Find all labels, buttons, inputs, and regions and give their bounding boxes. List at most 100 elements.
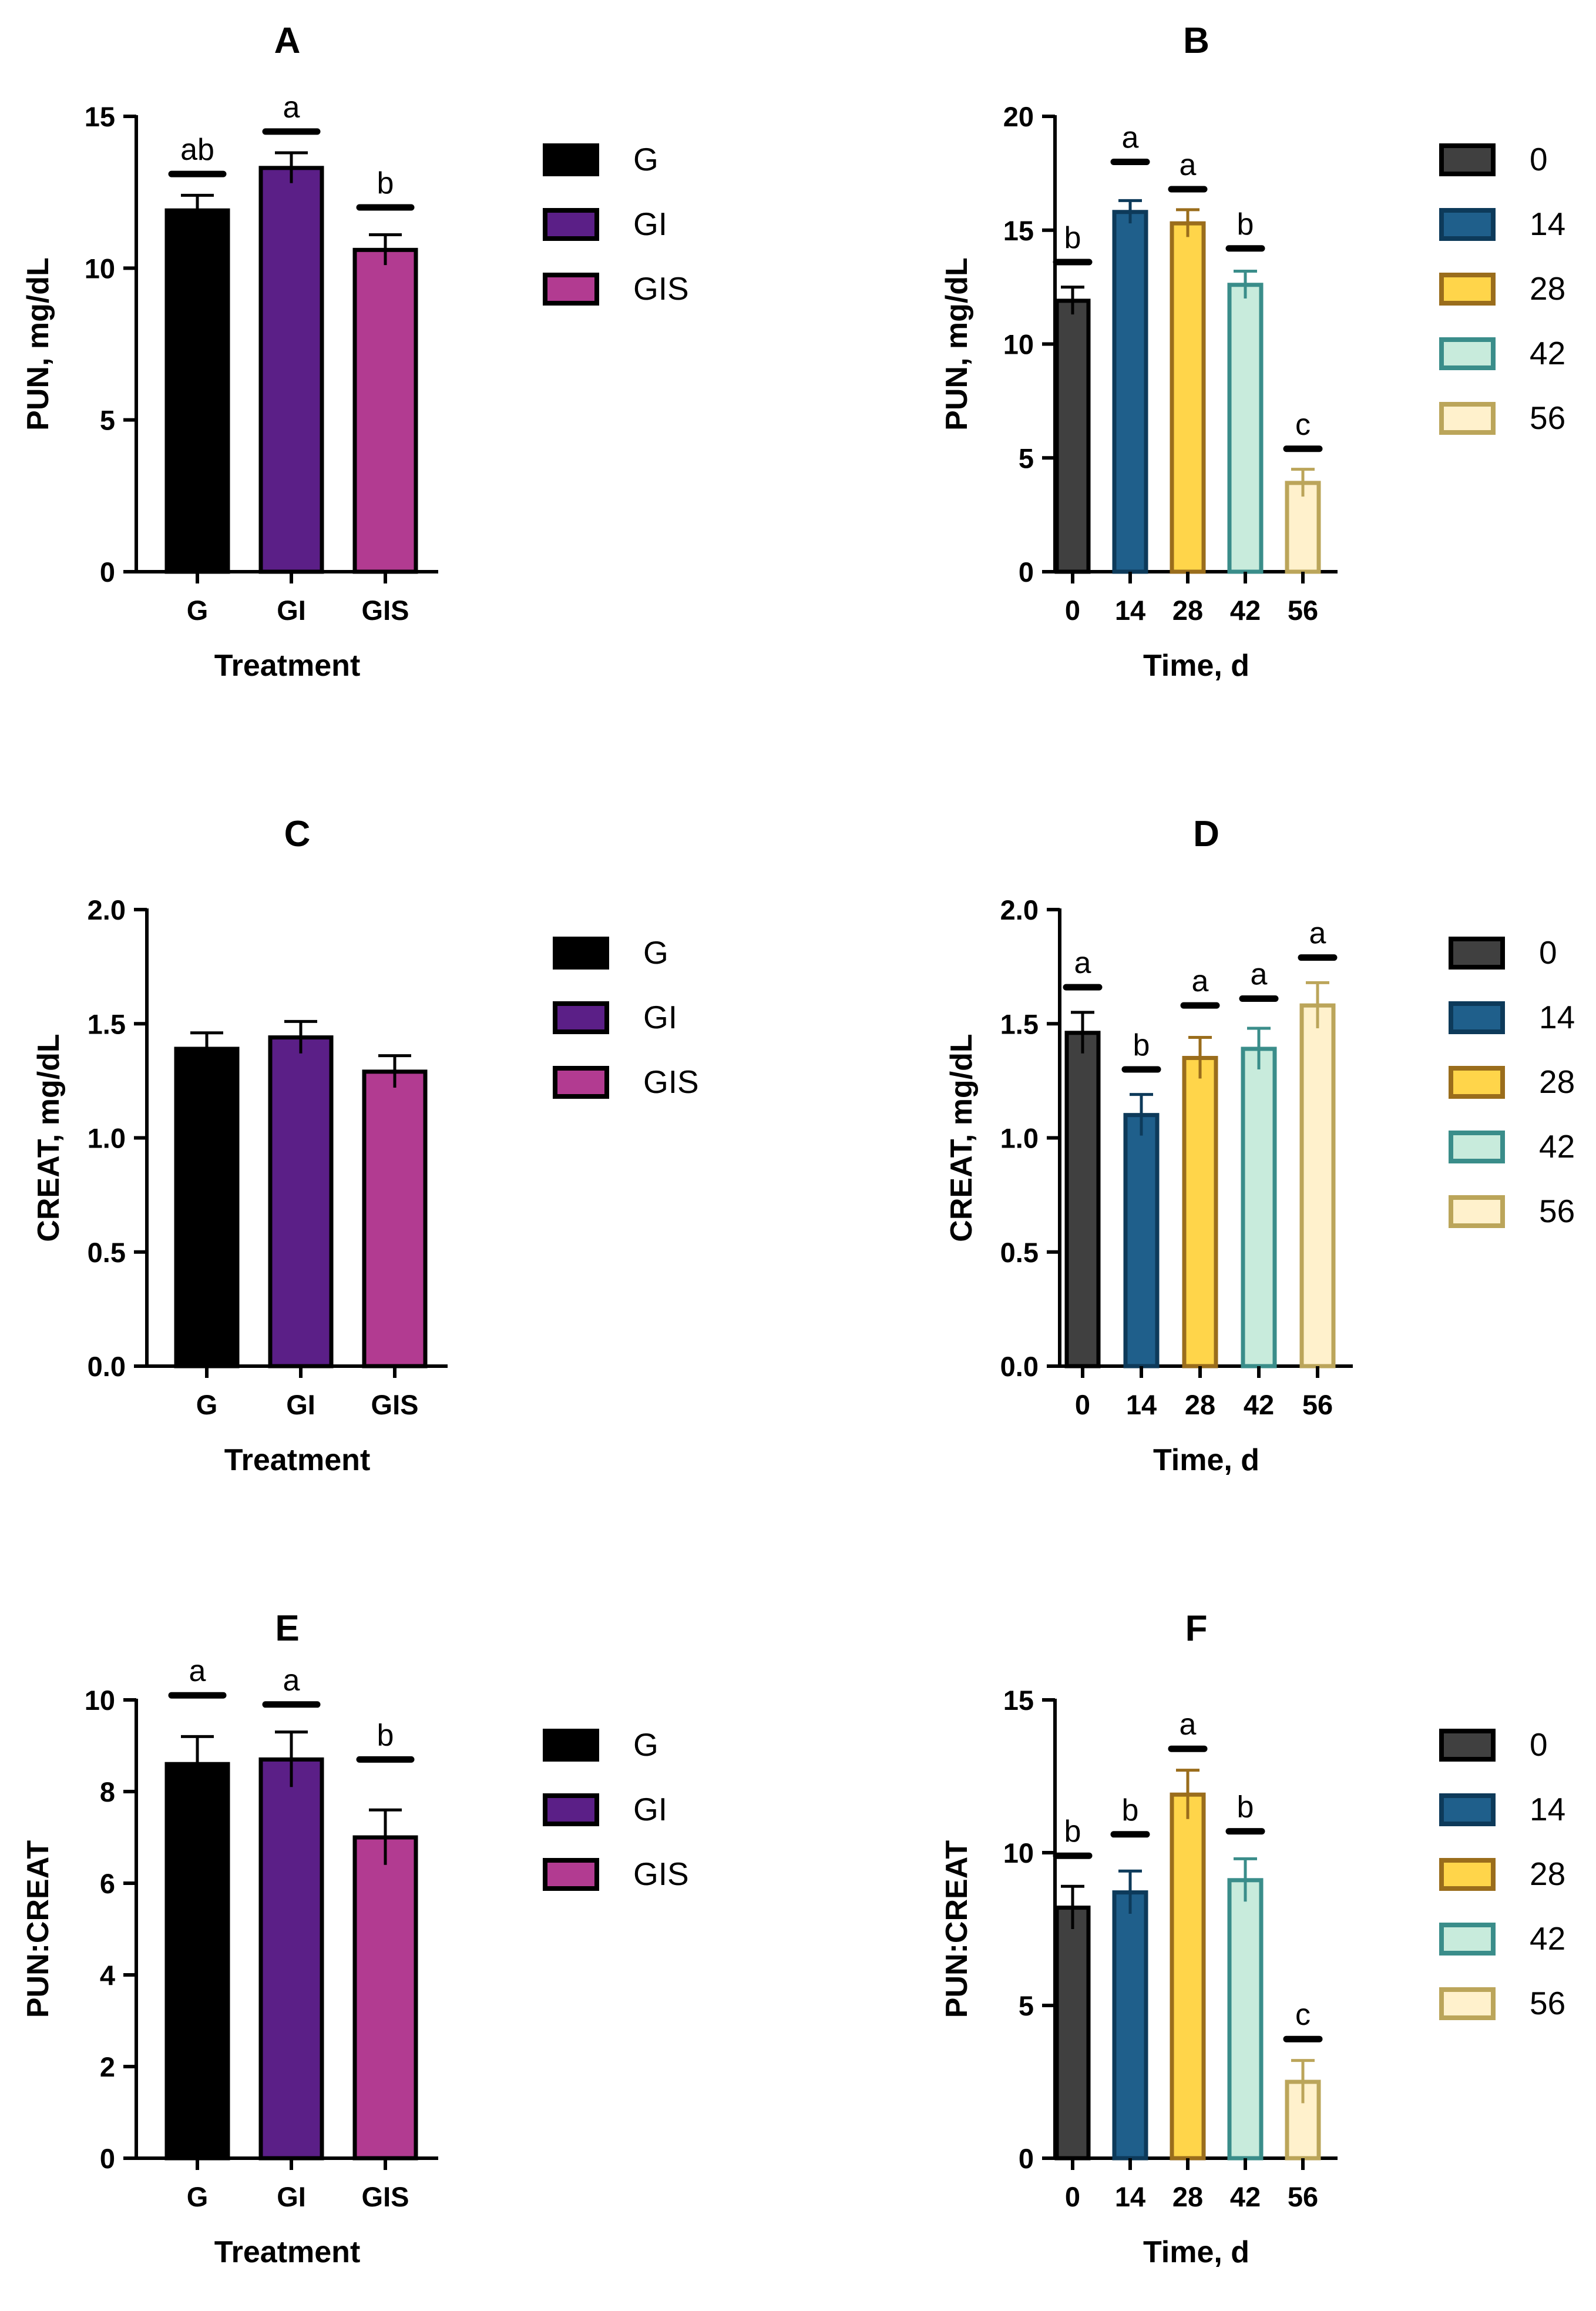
- x-tick-label: 42: [1230, 595, 1261, 626]
- significance-letter: a: [189, 1654, 206, 1688]
- x-tick-label: GIS: [362, 595, 409, 626]
- legend-swatch: [1439, 1729, 1496, 1762]
- legend-label: 0: [1539, 934, 1557, 971]
- bar: [1170, 221, 1206, 574]
- x-tick-label: 0: [1065, 2181, 1080, 2212]
- legend-label: G: [643, 934, 668, 971]
- y-tick-label: 5: [1019, 442, 1034, 474]
- x-tick-label: 56: [1288, 2181, 1318, 2212]
- legend-label: 14: [1530, 1791, 1565, 1827]
- legend-label: GIS: [633, 270, 689, 307]
- bar: [362, 1069, 428, 1369]
- y-tick-label: 2: [100, 2051, 115, 2082]
- legend-label: 28: [1539, 1064, 1575, 1100]
- legend-swatch: [553, 1001, 609, 1034]
- x-tick-label: 28: [1172, 595, 1203, 626]
- legend-swatch: [1449, 1195, 1505, 1228]
- x-tick-label: 28: [1185, 1389, 1215, 1420]
- legend-swatch: [1449, 937, 1505, 970]
- y-axis-label: PUN:CREAT: [21, 1840, 55, 2018]
- legend-swatch: [1439, 1858, 1496, 1891]
- legend-swatch: [543, 1858, 599, 1891]
- y-tick-label: 0.5: [1000, 1237, 1039, 1268]
- y-tick-label: 10: [85, 1685, 115, 1716]
- legend-swatch: [1439, 143, 1496, 176]
- legend-swatch: [543, 273, 599, 306]
- legend-swatch: [1439, 337, 1496, 370]
- bar: [1241, 1047, 1277, 1369]
- y-tick-label: 0: [100, 556, 115, 588]
- bar: [174, 1047, 240, 1369]
- x-tick-label: 14: [1115, 595, 1145, 626]
- legend-label: 0: [1530, 1726, 1548, 1763]
- legend: 0 14 28 42 56: [1439, 1726, 1565, 2021]
- legend-label: 14: [1539, 999, 1575, 1035]
- legend-label: GIS: [633, 1856, 689, 1892]
- y-tick-label: 20: [1003, 101, 1034, 132]
- bar: [258, 166, 324, 574]
- panel-title: A: [274, 21, 301, 61]
- y-tick-label: 15: [1003, 1685, 1034, 1716]
- significance-letter: b: [1064, 221, 1081, 255]
- legend-label: 42: [1530, 1920, 1565, 1957]
- x-axis-label: Time, d: [1153, 1443, 1259, 1477]
- panel-F: F 0 5 10 15 PUN:CREAT 0 b 14 b 28 a 42 b 56 c Time, d 0 14…: [940, 1608, 1565, 2269]
- significance-letter: c: [1295, 408, 1311, 442]
- y-tick-label: 10: [1003, 329, 1034, 360]
- y-tick-label: 10: [85, 253, 115, 284]
- y-tick-label: 1.0: [88, 1123, 126, 1154]
- y-tick-label: 10: [1003, 1837, 1034, 1869]
- legend: G GI GIS: [553, 934, 699, 1100]
- x-tick-label: G: [187, 595, 209, 626]
- x-tick-label: G: [196, 1389, 218, 1420]
- significance-letter: b: [1064, 1814, 1081, 1849]
- significance-letter: a: [1074, 946, 1091, 980]
- bar: [1299, 1003, 1336, 1369]
- legend-label: 42: [1530, 335, 1565, 371]
- y-tick-label: 0: [100, 2143, 115, 2174]
- y-axis-label: PUN:CREAT: [940, 1840, 974, 2018]
- x-tick-label: GIS: [371, 1389, 419, 1420]
- significance-letter: a: [1180, 1708, 1197, 1742]
- significance-letter: b: [1237, 1790, 1254, 1824]
- bar: [164, 1762, 230, 2161]
- y-axis-label: PUN, mg/dL: [21, 257, 55, 431]
- bar: [1170, 1792, 1206, 2161]
- y-axis-label: PUN, mg/dL: [940, 257, 974, 431]
- x-tick-label: G: [187, 2181, 209, 2212]
- legend-label: G: [633, 1726, 658, 1763]
- legend-label: 56: [1530, 400, 1565, 436]
- legend-swatch: [1439, 1987, 1496, 2020]
- y-tick-label: 4: [100, 1960, 115, 1991]
- panel-title: B: [1183, 21, 1209, 61]
- y-tick-label: 1.0: [1000, 1123, 1039, 1154]
- x-tick-label: GI: [286, 1389, 315, 1420]
- legend-swatch: [1439, 1923, 1496, 1956]
- significance-letter: a: [1192, 964, 1209, 998]
- significance-letter: a: [1309, 917, 1326, 951]
- x-tick-label: 14: [1115, 2181, 1145, 2212]
- bar: [1182, 1056, 1218, 1369]
- legend: G GI GIS: [543, 141, 689, 307]
- bar: [352, 247, 418, 574]
- significance-letter: c: [1295, 1998, 1311, 2032]
- significance-letter: a: [283, 90, 300, 125]
- legend-swatch: [543, 208, 599, 241]
- legend-swatch: [543, 1729, 599, 1762]
- x-axis-label: Treatment: [214, 649, 361, 683]
- y-tick-label: 0.0: [1000, 1351, 1039, 1382]
- legend-label: GI: [643, 999, 677, 1035]
- y-tick-label: 6: [100, 1868, 115, 1899]
- bar: [164, 208, 230, 574]
- x-axis-label: Time, d: [1143, 649, 1249, 683]
- significance-letter: ab: [180, 133, 214, 167]
- y-tick-label: 5: [1019, 1990, 1034, 2021]
- panel-D: D 0.0 0.5 1.0 1.5 2.0 CREAT, mg/dL 0 a 14 b 28 a 42 a 5…: [945, 814, 1575, 1477]
- y-tick-label: 1.5: [88, 1008, 126, 1039]
- y-tick-label: 0.0: [88, 1351, 126, 1382]
- legend-label: GI: [633, 1791, 667, 1827]
- bar: [1112, 210, 1148, 574]
